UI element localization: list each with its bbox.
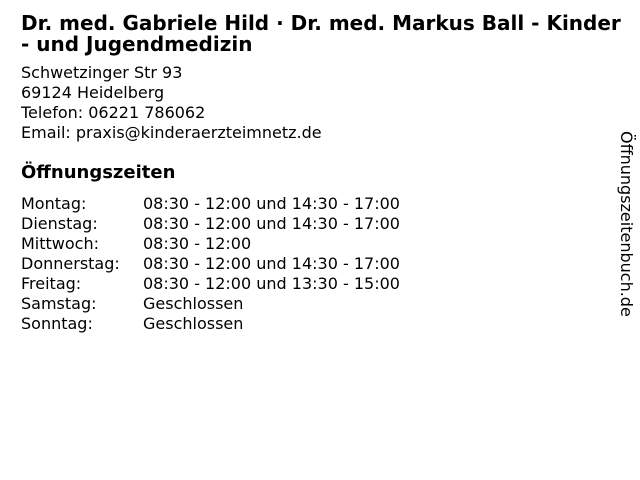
hours-value: Geschlossen — [143, 294, 244, 313]
day-label: Mittwoch: — [21, 234, 99, 253]
day-label: Sonntag: — [21, 314, 93, 333]
main-content: Dr. med. Gabriele Hild · Dr. med. Markus… — [21, 13, 627, 334]
practice-title: Dr. med. Gabriele Hild · Dr. med. Markus… — [21, 11, 621, 56]
vertical-tagline: Öffnungszeitenbuch.de — [617, 131, 636, 317]
table-row: Sonntag: Geschlossen — [21, 314, 400, 334]
opening-hours-table: Montag: 08:30 - 12:00 und 14:30 - 17:00 … — [21, 194, 400, 334]
day-label: Montag: — [21, 194, 87, 213]
street-line: Schwetzinger Str 93 — [21, 63, 183, 82]
table-row: Mittwoch: 08:30 - 12:00 — [21, 234, 400, 254]
hours-value: 08:30 - 12:00 und 14:30 - 17:00 — [143, 214, 400, 233]
day-label: Donnerstag: — [21, 254, 120, 273]
email-line: Email: praxis@kinderaerzteimnetz.de — [21, 123, 322, 142]
opening-hours-heading: Öffnungszeiten — [21, 162, 176, 183]
table-row: Donnerstag: 08:30 - 12:00 und 14:30 - 17… — [21, 254, 400, 274]
hours-value: 08:30 - 12:00 und 13:30 - 15:00 — [143, 274, 400, 293]
hours-value: Geschlossen — [143, 314, 244, 333]
hours-value: 08:30 - 12:00 und 14:30 - 17:00 — [143, 254, 400, 273]
day-label: Freitag: — [21, 274, 82, 293]
day-label: Dienstag: — [21, 214, 98, 233]
table-row: Montag: 08:30 - 12:00 und 14:30 - 17:00 — [21, 194, 400, 214]
hours-value: 08:30 - 12:00 — [143, 234, 252, 253]
hours-value: 08:30 - 12:00 und 14:30 - 17:00 — [143, 194, 400, 213]
phone-line: Telefon: 06221 786062 — [21, 103, 206, 122]
table-row: Dienstag: 08:30 - 12:00 und 14:30 - 17:0… — [21, 214, 400, 234]
table-row: Freitag: 08:30 - 12:00 und 13:30 - 15:00 — [21, 274, 400, 294]
day-label: Samstag: — [21, 294, 97, 313]
city-line: 69124 Heidelberg — [21, 83, 165, 102]
address-block: Schwetzinger Str 93 69124 Heidelberg Tel… — [21, 63, 627, 143]
table-row: Samstag: Geschlossen — [21, 294, 400, 314]
